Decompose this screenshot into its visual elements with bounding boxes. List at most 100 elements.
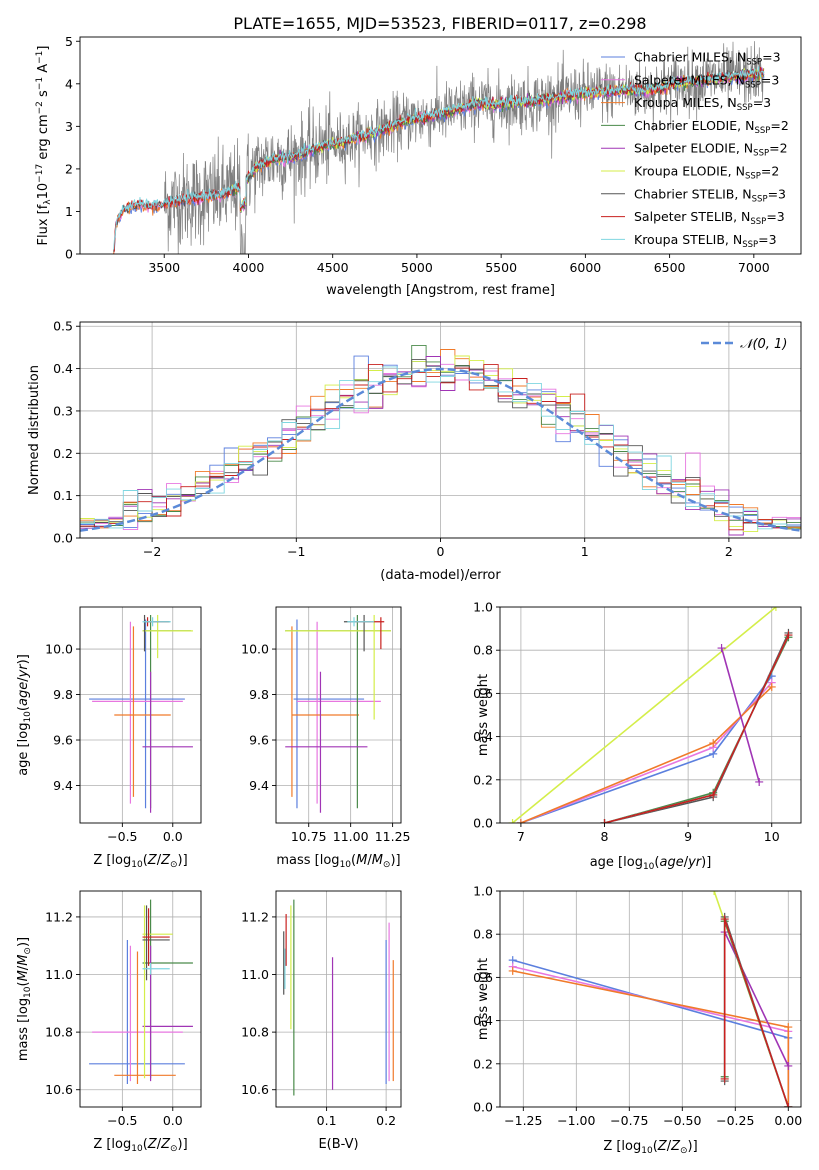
legend-entry: Kroupa ELODIE, NSSP=2 <box>634 164 779 182</box>
y-tick-label: 11.2 <box>45 909 73 924</box>
x-tick-label: 11.25 <box>375 829 411 844</box>
weight-line-salpeter_elodie <box>720 647 760 783</box>
legend-entry: 𝒩(0, 1) <box>740 337 787 352</box>
weight-point-salpeter_elodie <box>784 1061 793 1070</box>
z_vs_mass-frame <box>79 890 202 1108</box>
y-axis-label: Flux [fλ10−17 erg cm−2 s−1 A−1] <box>35 46 53 246</box>
residual_histogram-frame <box>79 321 802 539</box>
weight-line-kroupa_stelib <box>604 634 790 823</box>
x-axis-label: Z [log10(Z/Z⊙)] <box>603 1139 697 1156</box>
weight-point-salpeter_stelib <box>720 915 729 924</box>
weight-line-chabrier_elodie <box>604 636 790 823</box>
y-tick-label: 1 <box>65 204 73 219</box>
x-tick-label: 0.0 <box>163 1113 183 1128</box>
x-axis-label: Z [log10(Z/Z⊙)] <box>93 853 187 870</box>
y-tick-label: 10.6 <box>241 1082 269 1097</box>
x-tick-label: 3500 <box>148 260 180 275</box>
y-axis-label: mass weight <box>476 958 491 1040</box>
y-tick-label: 0.8 <box>473 927 493 942</box>
z_vs_weight-axes: −1.25 −1.00 −0.75 −0.50 −0.25 0.00 0.0 0.2 0.4 0.… <box>473 884 802 1157</box>
y-tick-label: 5 <box>65 34 73 49</box>
x-tick-label: 0.0 <box>163 829 183 844</box>
x-tick-label: 4500 <box>317 260 349 275</box>
y-tick-label: 0.8 <box>473 643 493 658</box>
x-axis-label: age [log10(age/yr)] <box>590 855 712 872</box>
x-axis-label: (data-model)/error <box>380 568 501 583</box>
x-tick-label: 10 <box>764 829 780 844</box>
ebv_vs_mass-axes: 0.1 0.2 10.6 10.8 11.0 11.2 E(B-V) <box>241 890 402 1152</box>
x-tick-label: −1.25 <box>504 1113 542 1128</box>
weight-point-salpeter_stelib <box>709 790 718 799</box>
x-tick-label: 7000 <box>738 260 770 275</box>
legend-entry: Chabrier STELIB, NSSP=3 <box>634 186 786 204</box>
model-spectrum-kroupa_stelib <box>113 66 765 250</box>
x-tick-label: 8 <box>601 829 609 844</box>
histogram-kroupa_stelib <box>80 366 801 538</box>
x-tick-label: 1 <box>581 544 589 559</box>
x-tick-label: 2 <box>725 544 733 559</box>
ebv_vs_mass-plot-area <box>276 891 401 1107</box>
y-tick-label: 4 <box>65 76 73 91</box>
weight-point-kroupa_miles <box>516 819 525 823</box>
y-tick-label: 10.0 <box>45 642 73 657</box>
y-tick-label: 9.8 <box>53 687 73 702</box>
y-tick-label: 0.2 <box>53 446 73 461</box>
ebv_vs_mass-frame <box>275 890 402 1108</box>
y-tick-label: 0.0 <box>473 816 493 831</box>
weight-point-salpeter_stelib <box>784 631 793 640</box>
y-axis-label: mass [log10(M/M⊙)] <box>16 937 33 1061</box>
weight-line-kroupa_miles <box>512 970 790 1107</box>
weight-point-salpeter_stelib <box>720 1074 729 1083</box>
y-tick-label: 9.8 <box>249 687 269 702</box>
z_vs_age-plot-area <box>80 607 201 823</box>
x-tick-label: 6500 <box>654 260 686 275</box>
legend-entry: Kroupa STELIB, NSSP=3 <box>634 232 777 250</box>
x-tick-label: 0.2 <box>376 1113 396 1128</box>
y-tick-label: 0.4 <box>473 1013 493 1028</box>
x-tick-label: 6000 <box>569 260 601 275</box>
y-tick-label: 1.0 <box>473 884 493 899</box>
y-tick-label: 3 <box>65 119 73 134</box>
x-tick-label: 0.1 <box>317 1113 337 1128</box>
weight-line-salpeter_stelib <box>604 634 790 823</box>
legend-entry: Kroupa MILES, NSSP=3 <box>634 95 771 113</box>
x-tick-label: −1 <box>287 544 305 559</box>
legend-entry: Salpeter MILES, NSSP=3 <box>634 72 779 90</box>
x-tick-label: 11.00 <box>333 829 369 844</box>
z_vs_age-axes: −0.5 0.0 9.4 9.6 9.8 10.0 Z [log10(Z/Z⊙)] age [… <box>16 606 202 870</box>
mass_vs_age-plot-area <box>276 607 401 823</box>
age_vs_weight-frame <box>499 606 802 824</box>
spectrum-axes: 3500 4000 4500 5000 5500 6000 6500 7000 0 1 2 3 4 5 wa… <box>35 34 802 298</box>
mass_vs_age-axes: 10.75 11.00 11.25 9.4 9.6 9.8 10.0 mass [log10(… <box>241 606 411 870</box>
residual_histogram-plot-area <box>80 322 801 538</box>
y-tick-label: 0.3 <box>53 403 73 418</box>
z_vs_mass-axes: −0.5 0.0 10.6 10.8 11.0 11.2 Z [log10(Z/Z⊙)] ma… <box>16 890 202 1154</box>
x-tick-label: 4000 <box>233 260 265 275</box>
y-axis-label: mass weight <box>476 674 491 756</box>
weight-point-kroupa_miles <box>767 682 776 691</box>
y-tick-label: 0.5 <box>53 319 73 334</box>
x-tick-label: 10.75 <box>291 829 327 844</box>
weight-point-kroupa_elodie <box>508 819 517 823</box>
x-tick-label: −1.00 <box>557 1113 595 1128</box>
y-tick-label: 0.0 <box>473 1100 493 1115</box>
y-tick-label: 0.2 <box>473 1056 493 1071</box>
y-tick-label: 0.4 <box>53 361 73 376</box>
x-tick-label: −0.5 <box>107 829 137 844</box>
weight-point-kroupa_elodie <box>710 891 719 895</box>
y-tick-label: 1.0 <box>473 600 493 615</box>
y-tick-label: 9.6 <box>249 733 269 748</box>
normal-curve <box>80 367 801 532</box>
weight-point-salpeter_stelib <box>784 1103 793 1107</box>
weight-line-salpeter_stelib <box>723 918 790 1107</box>
x-tick-label: 5000 <box>401 260 433 275</box>
x-tick-label: −0.25 <box>716 1113 754 1128</box>
x-tick-label: −0.75 <box>610 1113 648 1128</box>
y-tick-label: 2 <box>65 161 73 176</box>
x-tick-label: 5500 <box>485 260 517 275</box>
weight-point-salpeter_stelib <box>600 819 609 823</box>
legend-entry: Salpeter STELIB, NSSP=3 <box>634 209 785 227</box>
x-axis-label: E(B-V) <box>318 1137 358 1152</box>
legend-entry: Salpeter ELODIE, NSSP=2 <box>634 141 788 159</box>
